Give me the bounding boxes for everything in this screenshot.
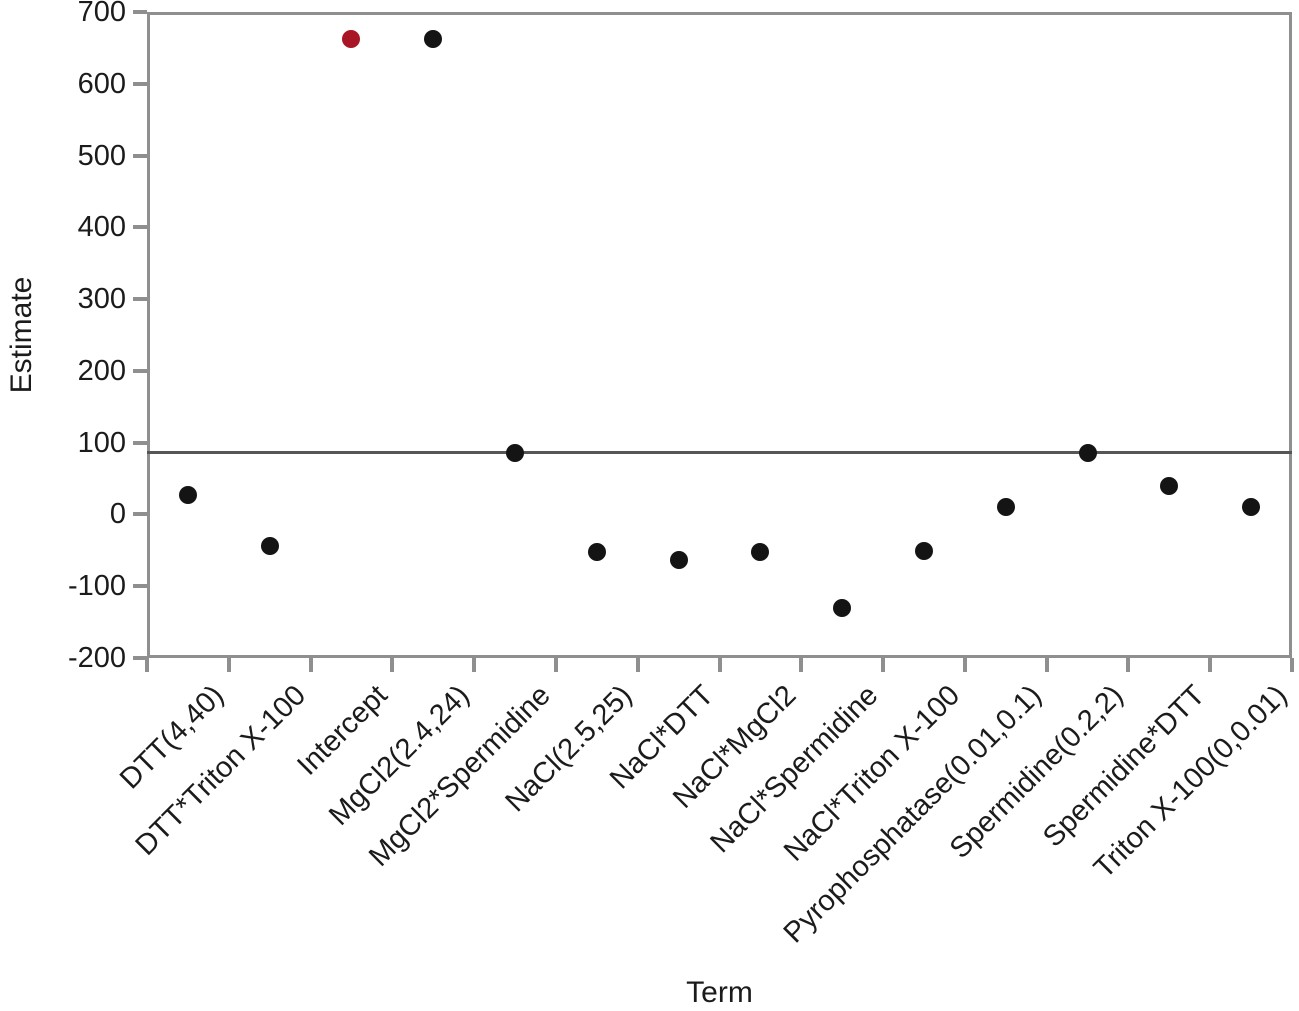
data-point[interactable] [996, 497, 1015, 516]
plot-area [147, 12, 1292, 658]
y-axis-tick-label: -200 [67, 642, 126, 674]
data-point[interactable] [260, 537, 279, 556]
y-axis-tick-label: 500 [77, 139, 126, 172]
x-axis-tick [145, 658, 149, 672]
y-axis-tick [133, 10, 147, 14]
x-axis-tick [1290, 658, 1294, 672]
data-point-highlighted[interactable] [342, 29, 361, 48]
y-axis-tick [133, 153, 147, 158]
x-axis-tick [881, 658, 886, 672]
y-axis-tick [133, 368, 147, 373]
data-point[interactable] [751, 543, 770, 562]
y-axis-tick-label: 700 [77, 0, 126, 28]
data-point[interactable] [1078, 443, 1097, 462]
y-axis-tick [133, 81, 147, 86]
x-axis-tick [1208, 658, 1213, 672]
x-axis-tick [1044, 658, 1049, 672]
y-axis-tick [133, 656, 147, 660]
y-axis-tick-label: 400 [77, 211, 126, 244]
x-axis-tick [226, 658, 231, 672]
x-axis-tick [1126, 658, 1131, 672]
y-axis-tick [133, 440, 147, 445]
y-axis-tick-label: 200 [77, 354, 126, 387]
data-point[interactable] [833, 599, 852, 618]
data-point[interactable] [669, 551, 688, 570]
data-point[interactable] [506, 443, 525, 462]
x-axis-title: Term [686, 976, 753, 1009]
y-axis-tick [133, 225, 147, 230]
x-axis-tick [962, 658, 967, 672]
y-axis-tick-label: 600 [77, 67, 126, 100]
data-point[interactable] [1242, 498, 1261, 517]
y-axis-tick-label: -100 [67, 570, 126, 603]
data-point[interactable] [587, 543, 606, 562]
x-axis-tick [308, 658, 313, 672]
data-point[interactable] [178, 486, 197, 505]
y-axis-tick-label: 100 [77, 426, 126, 459]
x-axis-tick [390, 658, 395, 672]
reference-line [147, 451, 1292, 455]
x-axis-tick [717, 658, 722, 672]
x-axis-tick [553, 658, 558, 672]
y-axis-tick [133, 584, 147, 589]
x-axis-tick [472, 658, 477, 672]
data-point[interactable] [914, 542, 933, 561]
y-axis-tick [133, 297, 147, 302]
y-axis-tick-label: 300 [77, 283, 126, 316]
data-point[interactable] [1160, 476, 1179, 495]
x-axis-tick [635, 658, 640, 672]
y-axis-tick [133, 512, 147, 517]
y-axis-tick-label: 0 [109, 498, 126, 531]
x-axis-tick [799, 658, 804, 672]
data-point[interactable] [424, 29, 443, 48]
